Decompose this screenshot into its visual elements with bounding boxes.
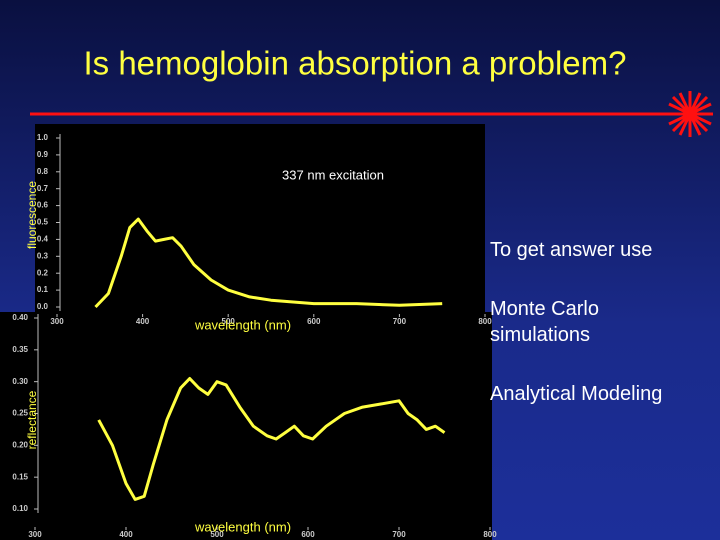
y-tick-label: 0.25	[12, 409, 28, 418]
y-axis-label: reflectance	[25, 390, 39, 449]
y-tick-label: 0.20	[12, 440, 28, 449]
x-tick-label: 800	[478, 317, 492, 326]
x-tick-label: 300	[50, 317, 64, 326]
x-axis-label: wavelength (nm)	[194, 317, 291, 332]
plot-background	[35, 124, 485, 318]
x-tick-label: 700	[392, 530, 406, 539]
y-tick-label: 0.40	[12, 313, 28, 322]
x-tick-label: 300	[28, 530, 42, 539]
plot-background	[0, 312, 492, 540]
y-tick-label: 0.8	[37, 167, 49, 176]
annotation: 337 nm excitation	[282, 167, 384, 182]
data-line	[97, 377, 446, 501]
y-tick-label: 0.4	[37, 235, 49, 244]
y-tick-label: 0.1	[37, 285, 49, 294]
x-tick-label: 700	[393, 317, 407, 326]
bullet: Analytical Modeling	[490, 383, 663, 405]
y-tick-label: 0.6	[37, 201, 49, 210]
x-tick-label: 800	[483, 530, 497, 539]
y-axis-label: fluorescence	[25, 181, 39, 249]
y-tick-label: 1.0	[37, 133, 49, 142]
x-tick-label: 500	[222, 317, 236, 326]
bullet: To get answer use	[490, 239, 653, 261]
y-tick-label: 0.0	[37, 302, 49, 311]
y-tick-label: 0.10	[12, 504, 28, 513]
y-tick-label: 0.7	[37, 184, 49, 193]
x-tick-label: 400	[119, 530, 133, 539]
bullet: Monte Carlo simulations	[490, 298, 599, 346]
y-tick-label: 0.2	[37, 268, 49, 277]
x-tick-label: 500	[210, 530, 224, 539]
slide-title: Is hemoglobin absorption a problem?	[83, 45, 626, 82]
starburst	[667, 91, 713, 137]
x-tick-label: 400	[136, 317, 150, 326]
y-tick-label: 0.9	[37, 150, 49, 159]
y-tick-label: 0.3	[37, 251, 49, 260]
y-tick-label: 0.15	[12, 472, 28, 481]
data-line	[94, 217, 443, 309]
y-tick-label: 0.35	[12, 345, 28, 354]
x-tick-label: 600	[307, 317, 321, 326]
y-tick-label: 0.30	[12, 377, 28, 386]
x-tick-label: 600	[301, 530, 315, 539]
y-tick-label: 0.5	[37, 218, 49, 227]
x-axis-label: wavelength (nm)	[194, 519, 291, 534]
